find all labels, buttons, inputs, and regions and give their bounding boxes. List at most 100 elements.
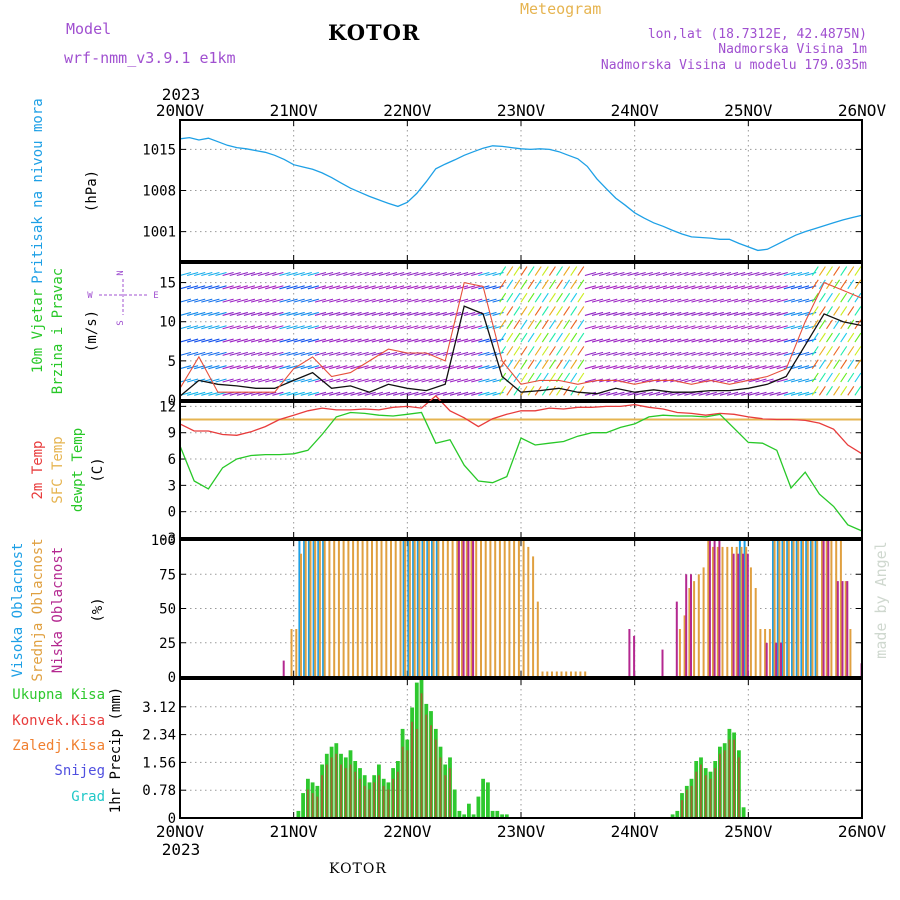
wind-barb — [641, 285, 653, 290]
conv-precip-bar — [434, 739, 437, 818]
wind-barb — [265, 271, 277, 277]
wind-barb — [471, 365, 483, 370]
wind-barb — [350, 271, 362, 277]
wind-barb — [435, 298, 447, 303]
wind-barb — [684, 351, 696, 356]
wind-barb — [648, 298, 661, 303]
wind-barb — [691, 325, 703, 330]
wind-barb — [336, 285, 348, 290]
wind-barb — [548, 332, 556, 343]
mid-cloud-bar — [565, 671, 568, 677]
wind-barb — [655, 351, 668, 356]
x-tick-label-top: 21NOV — [270, 101, 319, 120]
wind-barb — [194, 285, 206, 290]
wind-barb — [726, 271, 739, 277]
model-name: wrf-nmm_v3.9.1 e1km — [64, 49, 236, 67]
y-tick-label: 12 — [159, 399, 176, 415]
wind-barb — [407, 298, 419, 303]
wind-barb — [748, 378, 760, 383]
wind-barb — [222, 285, 234, 290]
wind-barb — [719, 285, 732, 290]
wind-barb — [606, 285, 618, 290]
y-tick-label: 3.12 — [142, 700, 176, 716]
total-precip-bar — [500, 814, 504, 818]
wind-barb — [719, 311, 732, 316]
wind-barb — [776, 285, 788, 290]
wind-barb — [442, 298, 454, 303]
wind-barb — [272, 351, 284, 356]
mid-cloud-bar — [494, 540, 497, 677]
wind-barb — [329, 351, 341, 356]
wind-barb — [456, 378, 469, 383]
wind-barb — [186, 271, 199, 277]
high-cloud-bar — [743, 540, 746, 677]
wind-ylabel-2: Brzina i Pravac — [50, 268, 66, 394]
conv-precip-bar — [359, 778, 361, 818]
total-precip-bar — [741, 807, 746, 818]
mid-cloud-bar — [361, 540, 364, 677]
dewpoint-ylabel: dewpt Temp — [70, 428, 86, 512]
wind-barb — [478, 365, 490, 370]
wind-barb — [691, 378, 703, 383]
wind-barb — [748, 325, 760, 330]
wind-barb — [428, 378, 440, 383]
wind-barb — [392, 338, 405, 343]
mid-cloud-bar — [792, 540, 795, 677]
temp2m-line — [179, 395, 863, 455]
wind-barb — [783, 285, 795, 290]
wind-barb — [343, 311, 355, 316]
wind-barb — [548, 385, 556, 396]
wind-barb — [499, 332, 507, 343]
wind-barb — [591, 351, 604, 356]
wind-barb — [456, 271, 469, 277]
wind-barb — [719, 365, 732, 370]
pressure-line — [179, 136, 863, 252]
wind-barb — [229, 311, 241, 316]
wind-barb — [350, 338, 362, 343]
wind-barb — [797, 325, 810, 330]
wind-barb — [826, 306, 833, 316]
wind-barb — [371, 285, 383, 290]
conv-precip-bar — [723, 750, 726, 818]
wind-barb — [279, 351, 291, 356]
wind-barb — [776, 378, 788, 383]
wind-barb — [229, 298, 241, 303]
wind-barb — [818, 359, 826, 369]
mid-cloud-bar — [394, 540, 397, 677]
mid-cloud-bar — [423, 540, 426, 677]
wind-barb — [755, 285, 767, 290]
wind-barb — [620, 365, 632, 370]
wind-barb — [641, 338, 653, 343]
mid-cloud-bar — [309, 540, 312, 677]
wind-barb — [293, 271, 305, 277]
wind-barb — [229, 351, 241, 356]
wind-barb — [847, 346, 855, 356]
wind-barb — [300, 311, 312, 316]
wind-barb — [300, 271, 312, 277]
wind-barb — [201, 365, 213, 370]
wind-barb — [272, 391, 284, 396]
wind-barb — [215, 351, 227, 356]
wind-barb — [556, 346, 563, 356]
wind-barb — [556, 332, 563, 343]
wind-barb — [733, 271, 746, 277]
total-precip-bar — [471, 814, 476, 818]
wind-barb — [506, 306, 514, 316]
low-cloud-bar — [467, 540, 470, 677]
wind-barb — [364, 311, 376, 316]
wind-barb — [599, 338, 611, 343]
wind-barb — [726, 311, 739, 316]
total-precip-bar — [490, 810, 495, 818]
high-cloud-bar — [791, 540, 793, 677]
mid-cloud-bar — [773, 540, 776, 677]
mid-cloud-bar — [314, 540, 317, 677]
wind-barb — [336, 325, 348, 330]
wind-barb — [634, 351, 646, 356]
wind-barb — [343, 338, 355, 343]
wind-barb — [655, 298, 668, 303]
wind-barb — [606, 365, 618, 370]
wind-barb — [790, 391, 803, 396]
wind-barb — [527, 359, 535, 369]
wind-barb — [243, 311, 256, 316]
wind-barb — [705, 338, 717, 343]
